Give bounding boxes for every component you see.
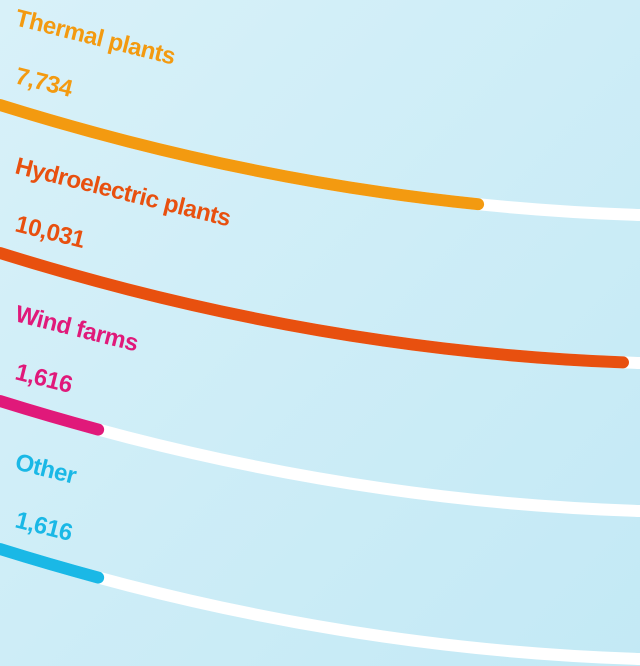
bar [0,247,640,369]
bar [0,543,640,665]
bar [0,395,640,517]
bar [0,99,640,221]
